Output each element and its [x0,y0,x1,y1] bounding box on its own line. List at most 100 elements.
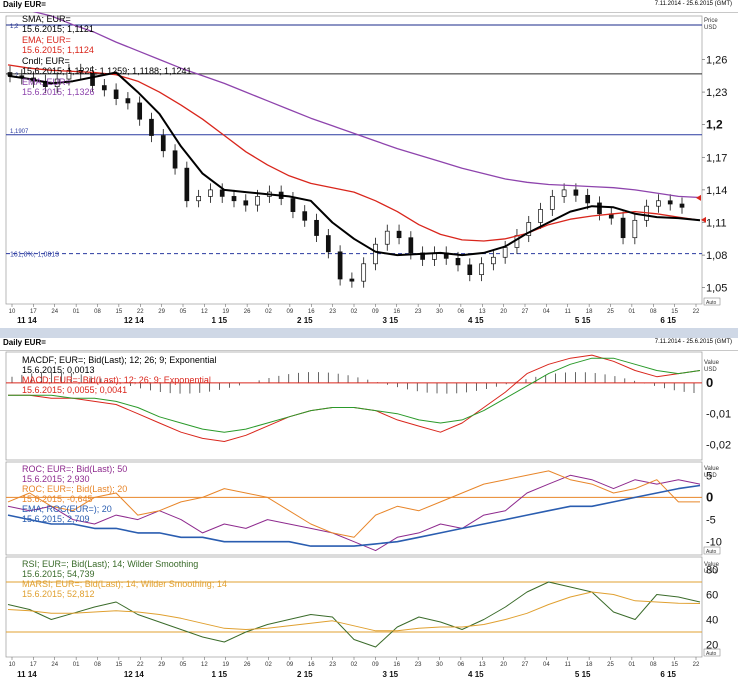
x-tick-label: 16 [308,662,315,668]
y-tick-label: 1,17 [706,152,727,164]
roc-line [7,484,701,547]
candle-body [325,235,331,253]
plot-frame [5,351,703,461]
x-month-label: 2 15 [297,316,313,325]
x-tick-label: 18 [586,309,593,315]
x-tick-label: 15 [671,309,678,315]
x-tick-label: 16 [393,309,400,315]
candle-body [667,200,673,205]
y-tick-label: 5 [706,470,712,482]
candle-body [208,189,213,197]
x-tick-label: 23 [415,662,422,668]
ref-label-d: 161,8%; 1,0813 [10,252,59,259]
x-tick-label: 05 [180,662,187,668]
candle-body [231,196,237,202]
candle-body [549,196,555,210]
legend-line1: SMA; EUR= [22,14,71,24]
y-tick-label: 80 [706,565,718,577]
candle-body [467,264,473,276]
legend-line1: ROC; EUR=; Bid(Last); 20 [22,484,127,494]
axis-unit: USD [704,473,717,479]
x-tick-label: 13 [479,309,486,315]
candle-body [196,196,201,202]
candle-body [302,211,308,221]
x-tick-label: 01 [629,309,636,315]
plot-frame [5,556,703,658]
x-tick-label: 22 [137,309,144,315]
macd-line [8,354,701,442]
legend-line1: EMA; ROC(EUR=); 20 [22,504,112,514]
auto-label: Auto [706,300,717,306]
x-tick-label: 26 [244,662,251,668]
legend-line2: 15.6.2015; 52,812 [22,589,95,599]
legend-line2: 15.6.2015; -0,645 [22,494,93,504]
x-tick-label: 11 [565,662,572,668]
axis-unit: USD [704,569,717,575]
ma-line [7,64,701,242]
legend-line2: 15.6.2015; 2,709 [22,514,90,524]
candle-body [514,235,520,248]
legend-line1: MACDF; EUR=; Bid(Last); 12; 26; 9; Expon… [22,355,216,365]
candle-body [243,200,249,206]
x-tick-label: 02 [351,309,358,315]
legend-line2: 15.6.2015; 2,930 [22,474,90,484]
roc-line [7,474,701,552]
x-tick-label: 24 [51,662,58,668]
candle-body [101,85,107,91]
y-tick-label: 1,2 [706,118,723,132]
x-tick-label: 08 [650,309,657,315]
candle-body [172,150,178,169]
x-tick-label: 19 [222,309,229,315]
x-tick-label: 08 [94,309,101,315]
candle-body [125,98,131,104]
auto-button [703,546,721,555]
legend-line1: RSI; EUR=; Bid(Last); 14; Wilder Smoothi… [22,559,198,569]
rsi-line [7,591,701,632]
candle-body [314,219,319,236]
axis-unit: USD [704,25,717,31]
y-tick-label: 20 [706,640,718,652]
x-month-label: 1 15 [212,316,228,325]
x-month-label: 6 15 [660,670,676,679]
x-month-label: 3 15 [383,670,399,679]
ref-label-c: 1,1907 [10,129,29,135]
marker-ema-purple [696,194,701,201]
x-tick-label: 22 [693,309,700,315]
candle-body [573,189,579,196]
y-tick-label: 1,14 [706,185,727,197]
legend-line1: EMA; EUR= [22,35,71,45]
x-month-label: 12 14 [124,316,145,325]
x-month-label: 6 15 [660,316,676,325]
candle-body [184,167,190,202]
legend-line1: MARSI; EUR=; Bid(Last); 14; Wilder Smoot… [22,579,227,589]
x-tick-label: 10 [9,309,16,315]
x-tick-label: 09 [287,309,294,315]
macd-line [8,357,701,433]
y-tick-label: -10 [706,537,722,549]
candle-body [408,237,414,254]
x-month-label: 11 14 [17,670,37,679]
x-tick-label: 18 [586,662,593,668]
x-tick-label: 30 [436,309,443,315]
candle-body [455,258,461,266]
x-month-label: 12 14 [124,670,145,679]
candle-body [137,102,143,120]
candle-body [656,200,661,207]
price-chart[interactable]: 1,2 1,1907 161,8%; 1,0813 1,2 1,05 1,08 1,11 1,… [0,12,738,328]
x-tick-label: 09 [287,662,294,668]
chart-title: Daily EUR= [3,0,46,9]
x-tick-label: 25 [607,662,614,668]
candle-body [502,247,508,258]
candle-body [526,222,532,236]
x-tick-label: 02 [351,662,358,668]
rsi-line [7,581,701,648]
candle-body [679,203,685,208]
x-tick-label: 06 [458,309,465,315]
x-tick-label: 12 [201,662,208,668]
legend-line2: 15.6.2015; 54,739 [22,569,95,579]
x-month-label: 5 15 [575,670,591,679]
x-tick-label: 02 [265,309,272,315]
x-tick-label: 23 [329,662,336,668]
y-tick-label: 1,11 [706,217,727,229]
